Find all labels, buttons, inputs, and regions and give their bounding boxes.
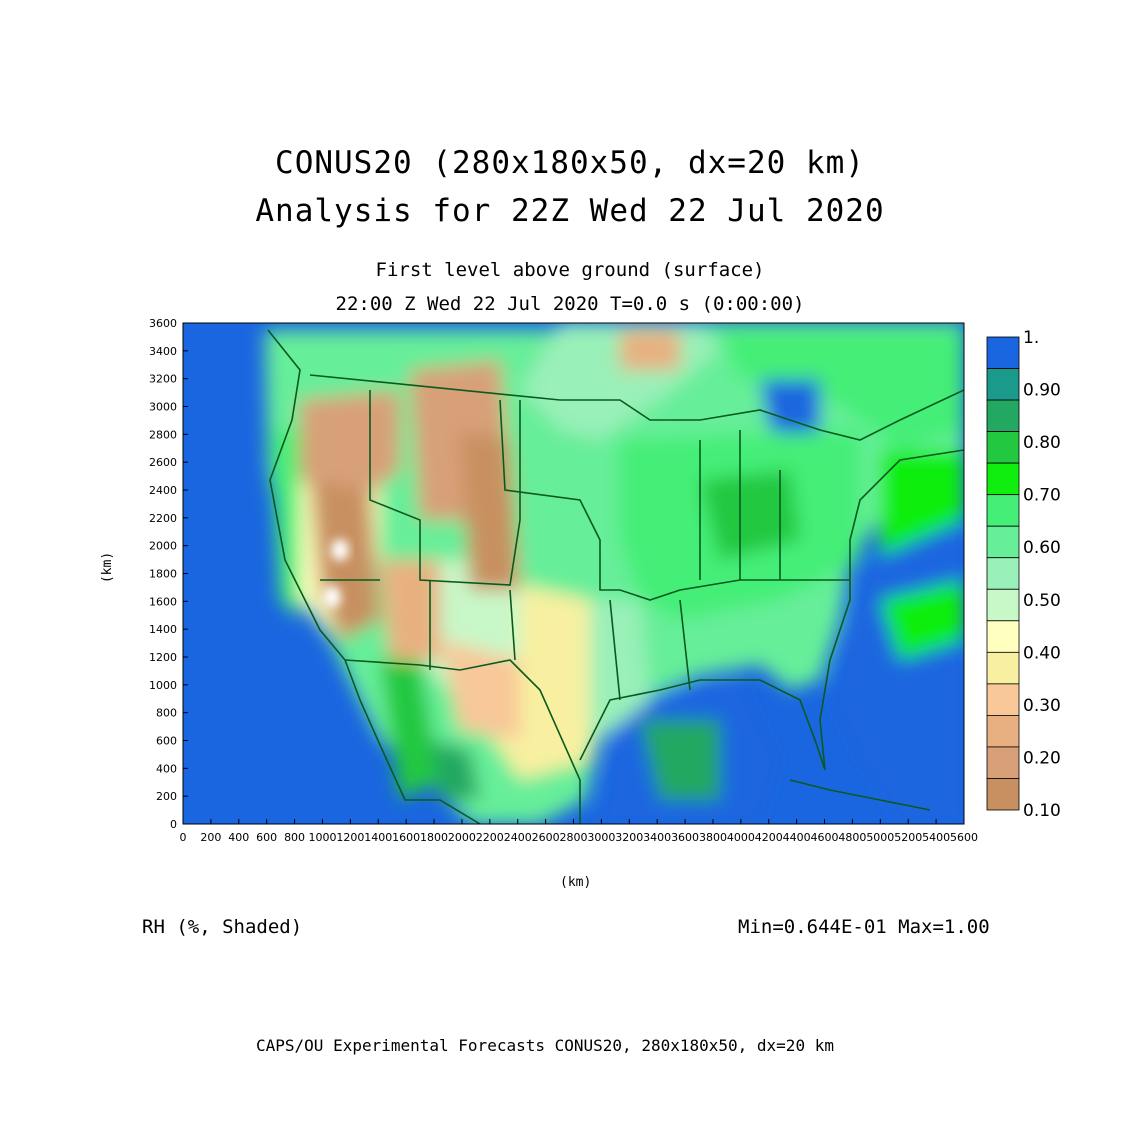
x-axis-label: (km): [560, 875, 592, 890]
legend-label: 0.90: [1023, 381, 1061, 401]
geo-boundaries: [267, 329, 964, 824]
x-tick-label: 4000: [727, 831, 755, 844]
x-tick-label: 800: [284, 831, 305, 844]
y-axis: 0 200 400 600 800 1000 1200 1400 1600 1800 2000 220…: [149, 317, 188, 831]
x-tick-label: 1200: [336, 831, 364, 844]
y-tick-label: 1200: [149, 651, 177, 664]
x-tick-label: 1800: [420, 831, 448, 844]
legend-swatch: [986, 620, 1020, 653]
x-tick-label: 2200: [476, 831, 504, 844]
y-tick-label: 2800: [149, 428, 177, 441]
y-tick-label: 3600: [149, 317, 177, 330]
y-axis-label: (km): [100, 551, 116, 584]
x-tick-label: 5200: [894, 831, 922, 844]
x-tick-label: 4600: [811, 831, 839, 844]
legend-label: 1.: [1023, 328, 1039, 348]
field-label: RH (%, Shaded): [142, 916, 303, 938]
x-tick-label: 1600: [392, 831, 420, 844]
x-tick-label: 0: [180, 831, 187, 844]
y-tick-label: 3000: [149, 401, 177, 414]
x-tick-label: 200: [200, 831, 221, 844]
rh-shading: [265, 323, 964, 824]
legend-label: 0.80: [1023, 433, 1061, 453]
legend-swatch: [986, 494, 1020, 527]
y-tick-label: 2200: [149, 512, 177, 525]
title-line-1: CONUS20 (280x180x50, dx=20 km): [275, 145, 865, 181]
x-tick-label: 2400: [504, 831, 532, 844]
y-tick-label: 2400: [149, 484, 177, 497]
y-tick-label: 200: [156, 790, 177, 803]
legend-swatch: [986, 336, 1020, 369]
x-tick-label: 4800: [838, 831, 866, 844]
legend-swatch: [986, 715, 1020, 748]
credit-label: CAPS/OU Experimental Forecasts CONUS20, …: [256, 1036, 834, 1055]
color-legend: 1. 0.90 0.80 0.70 0.60 0.50 0.40 0.30 0.20 0.10: [986, 328, 1061, 821]
legend-swatch: [986, 525, 1020, 559]
x-tick-label: 2600: [532, 831, 560, 844]
valid-time-label: 22:00 Z Wed 22 Jul 2020 T=0.0 s (0:00:00…: [335, 293, 805, 315]
x-tick-label: 400: [228, 831, 249, 844]
legend-swatch: [986, 462, 1020, 496]
x-axis: 0 200 400 600 800 1000 1200 1400 1600 1800 2000 220…: [180, 819, 978, 844]
y-tick-label: 1000: [149, 679, 177, 692]
legend-swatch: [986, 431, 1020, 464]
x-tick-label: 3800: [699, 831, 727, 844]
x-tick-label: 4400: [783, 831, 811, 844]
y-tick-label: 1800: [149, 568, 177, 581]
x-tick-label: 1000: [308, 831, 336, 844]
level-label: First level above ground (surface): [375, 259, 765, 281]
legend-label: 0.20: [1023, 748, 1061, 768]
legend-label: 0.70: [1023, 486, 1061, 506]
x-tick-label: 2800: [560, 831, 588, 844]
legend-swatch: [986, 399, 1020, 433]
y-tick-label: 1600: [149, 595, 177, 608]
y-tick-label: 2600: [149, 456, 177, 469]
y-tick-label: 800: [156, 707, 177, 720]
legend-swatch: [986, 368, 1020, 401]
y-tick-label: 2000: [149, 540, 177, 553]
x-tick-label: 3600: [671, 831, 699, 844]
legend-label: 0.30: [1023, 696, 1061, 716]
x-tick-label: 5600: [950, 831, 978, 844]
legend-swatch: [986, 651, 1020, 685]
legend-label: 0.40: [1023, 643, 1061, 663]
x-tick-label: 3200: [615, 831, 643, 844]
x-tick-label: 2000: [448, 831, 476, 844]
legend-label: 0.50: [1023, 591, 1061, 611]
x-tick-label: 4200: [755, 831, 783, 844]
legend-swatch: [986, 746, 1020, 779]
title-line-2: Analysis for 22Z Wed 22 Jul 2020: [255, 193, 885, 229]
x-tick-label: 5400: [922, 831, 950, 844]
y-tick-label: 1400: [149, 623, 177, 636]
x-tick-label: 5000: [866, 831, 894, 844]
legend-swatch: [986, 588, 1020, 622]
legend-swatch: [986, 557, 1020, 590]
x-tick-label: 600: [256, 831, 277, 844]
rh-min-spots: [323, 539, 349, 608]
rh-field: [183, 323, 964, 824]
x-tick-label: 3000: [587, 831, 615, 844]
min-max-label: Min=0.644E-01 Max=1.00: [738, 916, 990, 938]
legend-swatch: [986, 778, 1020, 811]
x-tick-label: 3400: [643, 831, 671, 844]
y-tick-label: 0: [170, 818, 177, 831]
y-tick-label: 3200: [149, 373, 177, 386]
y-tick-label: 400: [156, 762, 177, 775]
x-tick-label: 1400: [364, 831, 392, 844]
y-tick-label: 3400: [149, 345, 177, 358]
legend-swatch: [986, 683, 1020, 716]
legend-label: 0.60: [1023, 538, 1061, 558]
legend-label: 0.10: [1023, 801, 1061, 821]
y-tick-label: 600: [156, 735, 177, 748]
